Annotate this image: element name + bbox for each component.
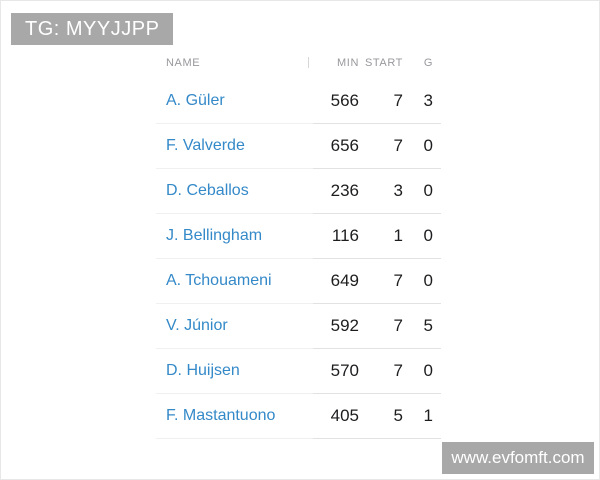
player-stats-table: NAME MIN START G A. Güler 566 7 3 F. Val… bbox=[156, 46, 441, 439]
player-name-link[interactable]: A. Güler bbox=[166, 92, 225, 109]
column-header-start[interactable]: START bbox=[364, 56, 403, 69]
stat-goals: 0 bbox=[423, 361, 433, 380]
table-header-row: NAME MIN START G bbox=[156, 46, 441, 79]
stat-minutes: 570 bbox=[330, 361, 359, 380]
stat-starts: 7 bbox=[393, 136, 403, 155]
stat-starts: 5 bbox=[393, 406, 403, 425]
stat-goals: 0 bbox=[423, 226, 433, 245]
column-header-goals[interactable]: G bbox=[423, 56, 433, 69]
stat-starts: 3 bbox=[393, 181, 403, 200]
site-watermark: www.evfomft.com bbox=[442, 442, 594, 474]
player-name-link[interactable]: F. Mastantuono bbox=[166, 407, 276, 424]
stat-goals: 0 bbox=[423, 136, 433, 155]
site-watermark-label: www.evfomft.com bbox=[451, 448, 585, 467]
player-name-link[interactable]: D. Huijsen bbox=[166, 362, 240, 379]
player-name-link[interactable]: F. Valverde bbox=[166, 137, 245, 154]
stat-goals: 0 bbox=[423, 181, 433, 200]
player-name-link[interactable]: A. Tchouameni bbox=[166, 272, 272, 289]
stat-starts: 7 bbox=[393, 361, 403, 380]
stat-goals: 0 bbox=[423, 271, 433, 290]
table-row: F. Valverde 656 7 0 bbox=[156, 124, 441, 169]
stat-starts: 7 bbox=[393, 316, 403, 335]
stat-goals: 3 bbox=[423, 91, 433, 110]
table-row: J. Bellingham 116 1 0 bbox=[156, 214, 441, 259]
stat-minutes: 656 bbox=[330, 136, 359, 155]
telegram-tag-badge: TG: MYYJJPP bbox=[11, 13, 174, 45]
stat-starts: 1 bbox=[393, 226, 403, 245]
table-row: V. Júnior 592 7 5 bbox=[156, 304, 441, 349]
stat-goals: 5 bbox=[423, 316, 433, 335]
stat-minutes: 649 bbox=[330, 271, 359, 290]
stat-starts: 7 bbox=[393, 271, 403, 290]
column-header-min[interactable]: MIN bbox=[337, 56, 359, 69]
player-name-link[interactable]: D. Ceballos bbox=[166, 182, 249, 199]
table-row: F. Mastantuono 405 5 1 bbox=[156, 394, 441, 439]
stat-minutes: 116 bbox=[331, 226, 359, 245]
player-name-link[interactable]: J. Bellingham bbox=[166, 227, 263, 244]
column-divider bbox=[308, 57, 309, 68]
table-row: D. Ceballos 236 3 0 bbox=[156, 169, 441, 214]
table-row: D. Huijsen 570 7 0 bbox=[156, 349, 441, 394]
table-row: A. Güler 566 7 3 bbox=[156, 79, 441, 124]
telegram-tag-label: TG: MYYJJPP bbox=[25, 17, 160, 40]
player-name-link[interactable]: V. Júnior bbox=[166, 317, 228, 334]
stat-starts: 7 bbox=[393, 91, 403, 110]
table-row: A. Tchouameni 649 7 0 bbox=[156, 259, 441, 304]
stat-minutes: 566 bbox=[330, 91, 359, 110]
stat-minutes: 236 bbox=[330, 181, 359, 200]
stat-minutes: 405 bbox=[330, 406, 359, 425]
column-header-name[interactable]: NAME bbox=[166, 56, 201, 69]
stat-minutes: 592 bbox=[330, 316, 359, 335]
stat-goals: 1 bbox=[423, 406, 433, 425]
